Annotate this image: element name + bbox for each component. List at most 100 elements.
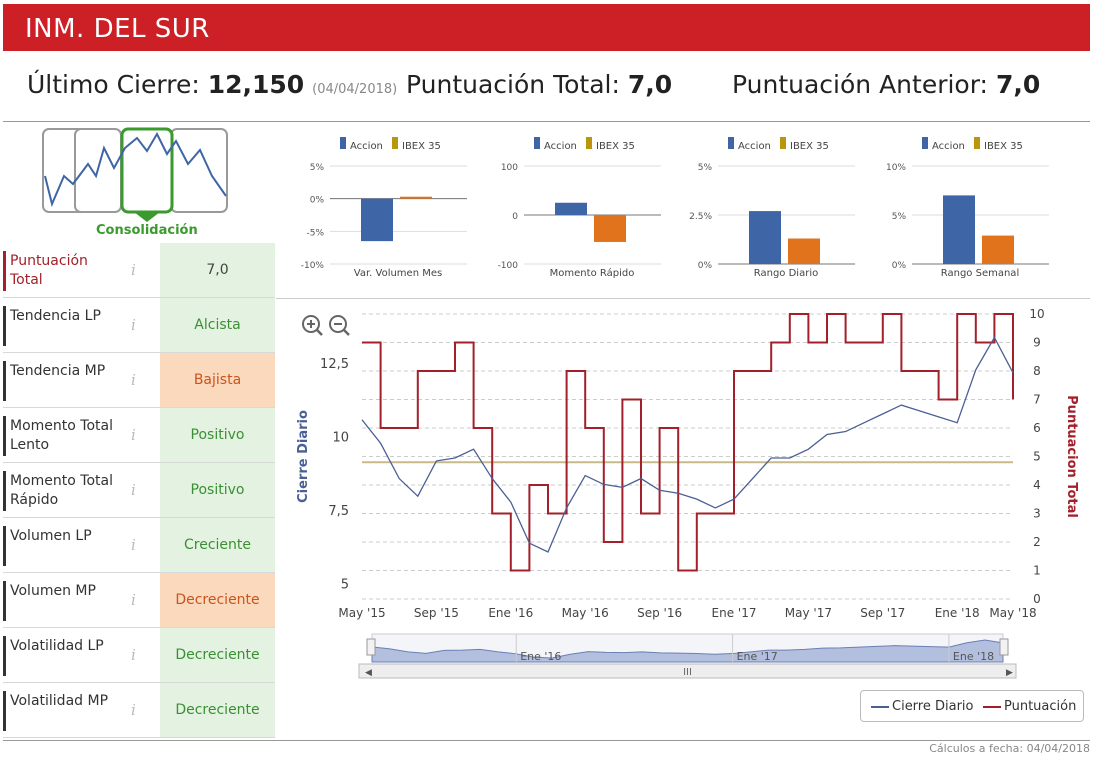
indicator-label: Volumen MP	[10, 583, 96, 599]
indicator-table: Puntuación Total i 7,0 Tendencia LP i Alcist…	[3, 243, 275, 738]
navigator-handle-right[interactable]	[999, 638, 1009, 656]
x-tick-label: Ene '17	[712, 606, 757, 620]
x-tick-label: May '15	[338, 606, 385, 620]
info-icon[interactable]: i	[131, 316, 136, 334]
y2-tick-label: 5	[1033, 450, 1041, 464]
divider	[276, 298, 1090, 299]
info-icon[interactable]: i	[131, 701, 136, 719]
previous-score: Puntuación Anterior: 7,0	[732, 70, 1040, 99]
bar-ibex	[594, 215, 626, 242]
mini-chart-volumen: Accion IBEX 35 5% 0% -5% -10% Var. Volumen Mes	[301, 137, 467, 279]
legend-ibex-label: IBEX 35	[402, 141, 441, 152]
mini-chart-rango-semanal: Accion IBEX 35 10% 5% 0% Rango Semanal	[886, 137, 1049, 279]
y2-tick-label: 8	[1033, 364, 1041, 378]
bar-accion	[555, 202, 587, 215]
indicator-value: Creciente	[160, 518, 275, 572]
price-series-line	[361, 336, 1014, 553]
scroll-grip: III	[683, 667, 692, 678]
bar-ibex	[788, 238, 820, 264]
info-icon[interactable]: i	[131, 261, 136, 279]
y-tick-label: 12,5	[320, 357, 349, 372]
info-icon[interactable]: i	[131, 536, 136, 554]
bar-accion	[361, 198, 393, 242]
x-tick-label: Ene '18	[935, 606, 980, 620]
indicator-row: Volumen LP i Creciente	[3, 518, 275, 573]
indicator-value: 7,0	[160, 243, 275, 297]
legend-price-swatch	[871, 706, 889, 708]
y-tick-label: -5%	[306, 228, 324, 238]
price-score-chart[interactable]: 0 1 2 3 4 5 6 7 8 9 10 5 7,5 10 12,5 Cierre Diario Puntu…	[293, 304, 1083, 684]
legend-accion-label: Accion	[350, 141, 383, 152]
indicator-row: Volatilidad LP i Decreciente	[3, 628, 275, 683]
row-accent	[3, 526, 6, 566]
last-close-date: (04/04/2018)	[312, 82, 398, 97]
last-close-value: 12,150	[207, 70, 305, 99]
indicator-label: Volumen LP	[10, 528, 92, 544]
indicator-value: Alcista	[160, 298, 275, 352]
legend-score-swatch	[983, 706, 1001, 708]
y2-axis-label: Puntuacion Total	[1064, 395, 1079, 518]
row-accent	[3, 691, 6, 731]
legend-accion-label: Accion	[738, 141, 771, 152]
previous-score-value: 7,0	[995, 70, 1041, 99]
navigator-label: Ene '18	[953, 650, 994, 663]
last-close: Último Cierre: 12,150 (04/04/2018)	[27, 70, 397, 99]
info-icon[interactable]: i	[131, 646, 136, 664]
y2-tick-label: 10	[1029, 307, 1044, 321]
row-accent	[3, 361, 6, 401]
legend-ibex-swatch	[392, 137, 398, 149]
info-icon[interactable]: i	[131, 481, 136, 499]
y2-tick-label: 4	[1033, 478, 1041, 492]
row-accent	[3, 581, 6, 621]
indicator-label: Volatilidad LP	[10, 638, 104, 654]
x-category-label: Momento Rápido	[550, 267, 635, 279]
legend-price[interactable]: Cierre Diario	[892, 699, 974, 714]
legend-accion-swatch	[534, 137, 540, 149]
legend-ibex-swatch	[780, 137, 786, 149]
y2-tick-label: 0	[1033, 592, 1041, 606]
mini-chart-rango-diario: Accion IBEX 35 5% 2.5% 0% Rango Diario	[689, 137, 855, 279]
x-category-label: Rango Semanal	[941, 268, 1019, 279]
x-tick-label: Ene '16	[488, 606, 533, 620]
y-tick-label: 100	[501, 163, 518, 173]
info-icon[interactable]: i	[131, 591, 136, 609]
indicator-label: Volatilidad MP	[10, 693, 109, 709]
bar-ibex	[982, 235, 1014, 264]
title-banner: INM. DEL SUR	[3, 4, 1090, 51]
legend-accion-label: Accion	[544, 141, 577, 152]
indicator-label: Tendencia MP	[10, 363, 106, 379]
y-tick-label: 5	[341, 577, 349, 592]
navigator-scrollbar[interactable]	[358, 663, 1017, 679]
indicator-row: Volumen MP i Decreciente	[3, 573, 275, 628]
indicator-value: Positivo	[160, 408, 275, 462]
row-accent	[3, 251, 6, 291]
company-title: INM. DEL SUR	[25, 14, 210, 44]
divider	[3, 121, 1090, 122]
info-icon[interactable]: i	[131, 371, 136, 389]
last-close-label: Último Cierre:	[27, 70, 200, 99]
score-series-line	[362, 313, 1014, 572]
y-tick-label: 0%	[310, 196, 325, 206]
legend-accion-label: Accion	[932, 141, 965, 152]
indicator-label: Momento Total Rápido	[10, 473, 113, 508]
x-category-label: Var. Volumen Mes	[354, 268, 442, 279]
y2-tick-label: 7	[1033, 393, 1041, 407]
navigator-handle-left[interactable]	[366, 638, 376, 656]
legend-ibex-label: IBEX 35	[984, 141, 1023, 152]
indicator-row: Tendencia MP i Bajista	[3, 353, 275, 408]
x-tick-label: May '16	[562, 606, 609, 620]
row-accent	[3, 416, 6, 456]
phase-cycle-icon	[42, 127, 228, 222]
legend-score[interactable]: Puntuación	[1004, 699, 1077, 714]
legend-ibex-swatch	[974, 137, 980, 149]
y-tick-label: 5%	[698, 163, 713, 173]
y-tick-label: 2.5%	[689, 212, 712, 222]
y-axis-label: Cierre Diario	[296, 410, 311, 503]
y-tick-label: 0%	[892, 261, 907, 271]
legend-accion-swatch	[728, 137, 734, 149]
total-score-value: 7,0	[627, 70, 673, 99]
info-icon[interactable]: i	[131, 426, 136, 444]
row-accent	[3, 636, 6, 676]
indicator-value: Decreciente	[160, 628, 275, 682]
